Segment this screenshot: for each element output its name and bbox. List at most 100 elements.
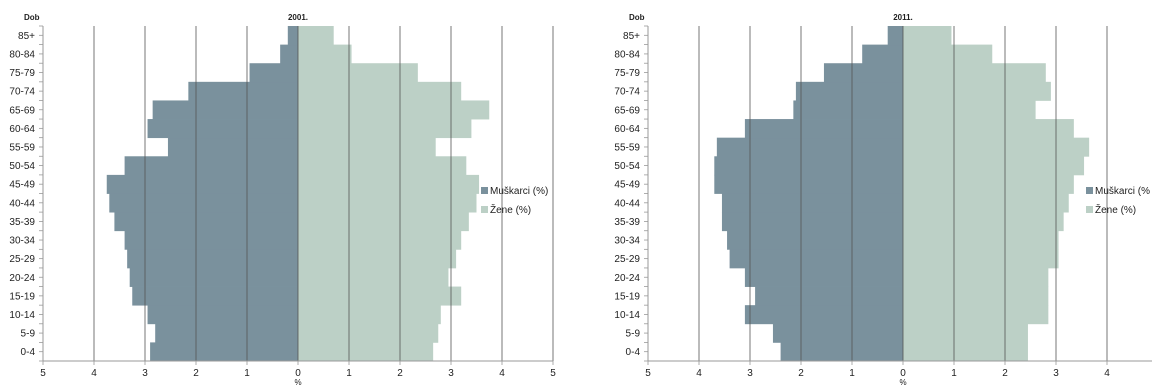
bar-female: [298, 137, 436, 157]
bar-female: [903, 286, 1049, 306]
bar-male: [716, 137, 903, 157]
x-axis-label: %: [294, 378, 301, 387]
y-tick-label: 35-39: [9, 217, 35, 228]
bar-female: [903, 63, 1046, 83]
bar-male: [721, 212, 903, 232]
y-tick-label: 45-49: [9, 180, 35, 191]
bar-female: [298, 156, 467, 176]
bar-female: [298, 100, 490, 120]
bar-male: [150, 342, 298, 362]
y-tick-label: 50-54: [614, 161, 640, 172]
bar-female: [298, 26, 334, 46]
y-tick-label: 60-64: [614, 124, 640, 135]
bar-male: [124, 230, 298, 250]
bar-male: [795, 81, 903, 101]
bar-female: [298, 63, 418, 83]
y-tick-label: 10-14: [9, 310, 35, 321]
y-tick-label: 70-74: [614, 87, 640, 98]
bar-male: [772, 323, 903, 343]
x-axis-label: %: [899, 378, 906, 387]
x-tick-label: 3: [1053, 368, 1059, 379]
bar-male: [721, 193, 903, 213]
bar-female: [903, 174, 1074, 194]
x-tick-label: 1: [244, 368, 250, 379]
y-tick-label: 25-29: [614, 254, 640, 265]
bar-male: [280, 44, 298, 64]
y-tick-label: 85+: [623, 31, 640, 42]
bar-male: [755, 286, 903, 306]
bar-male: [129, 267, 298, 287]
y-tick-label: 15-19: [9, 291, 35, 302]
bar-female: [298, 342, 434, 362]
x-tick-label: 1: [346, 368, 352, 379]
bar-female: [903, 305, 1049, 325]
bar-female: [903, 230, 1059, 250]
bar-male: [167, 137, 298, 157]
bar-female: [903, 137, 1090, 157]
chart-1: 0-4 5-9 10-14 15-19 20-24 25-29 30-34 35-39 40-4…: [9, 13, 556, 387]
legend-swatch-male: [481, 187, 488, 194]
legend-label-female: Žene (%): [1095, 203, 1136, 216]
x-tick-label: 4: [499, 368, 505, 379]
x-tick-label: 4: [91, 368, 97, 379]
bar-male: [249, 63, 298, 83]
bar-male: [127, 249, 299, 269]
chart-2: 0-4 5-9 10-14 15-19 20-24 25-29 30-34 35-39 40-4…: [614, 13, 1152, 387]
legend-label-male: Muškarci (%: [1095, 186, 1150, 197]
bar-female: [903, 323, 1028, 343]
y-tick-label: 15-19: [614, 291, 640, 302]
bar-female: [298, 230, 462, 250]
x-tick-label: 0: [900, 368, 906, 379]
y-axis-label: Dob: [629, 13, 645, 22]
bar-female: [298, 174, 480, 194]
y-tick-label: 55-59: [9, 142, 35, 153]
bar-female: [298, 193, 477, 213]
bar-male: [714, 156, 903, 176]
bar-female: [903, 44, 993, 64]
y-tick-label: 20-24: [9, 273, 35, 284]
bar-female: [903, 249, 1059, 269]
x-tick-label: 1: [951, 368, 957, 379]
chart-title: 2011.: [893, 13, 913, 22]
y-tick-label: 5-9: [21, 329, 36, 340]
y-tick-label: 55-59: [614, 142, 640, 153]
y-tick-label: 45-49: [614, 180, 640, 191]
bar-male: [109, 193, 298, 213]
y-tick-label: 35-39: [614, 217, 640, 228]
bar-male: [155, 323, 298, 343]
bar-male: [152, 100, 298, 120]
legend: Muškarci (%) Žene (%): [481, 186, 548, 216]
x-tick-label: 3: [448, 368, 454, 379]
legend-label-male: Muškarci (%): [490, 186, 548, 197]
x-tick-label: 2: [193, 368, 199, 379]
bar-female: [903, 342, 1028, 362]
legend-label-female: Žene (%): [490, 203, 531, 216]
x-tick-label: 2: [1002, 368, 1008, 379]
bar-male: [114, 212, 299, 232]
bar-male: [823, 63, 903, 83]
bar-female: [903, 212, 1064, 232]
legend-swatch-male: [1086, 187, 1093, 194]
bar-male: [729, 249, 903, 269]
bar-female: [298, 44, 352, 64]
bar-male: [124, 156, 298, 176]
bar-male: [744, 267, 903, 287]
chart-title: 2001.: [288, 13, 308, 22]
bar-female: [298, 305, 441, 325]
x-tick-label: 3: [747, 368, 753, 379]
x-tick-label: 5: [645, 368, 651, 379]
y-tick-label: 85+: [18, 31, 35, 42]
bar-male: [744, 305, 903, 325]
bar-male: [132, 286, 298, 306]
y-tick-label: 70-74: [9, 87, 35, 98]
bar-male: [744, 119, 903, 139]
bar-female: [903, 100, 1036, 120]
y-tick-label: 65-69: [9, 105, 35, 116]
x-tick-label: 3: [142, 368, 148, 379]
bar-male: [780, 342, 903, 362]
x-tick-label: 4: [696, 368, 702, 379]
y-tick-label: 5-9: [626, 329, 641, 340]
bar-female: [298, 119, 472, 139]
bar-female: [903, 193, 1069, 213]
